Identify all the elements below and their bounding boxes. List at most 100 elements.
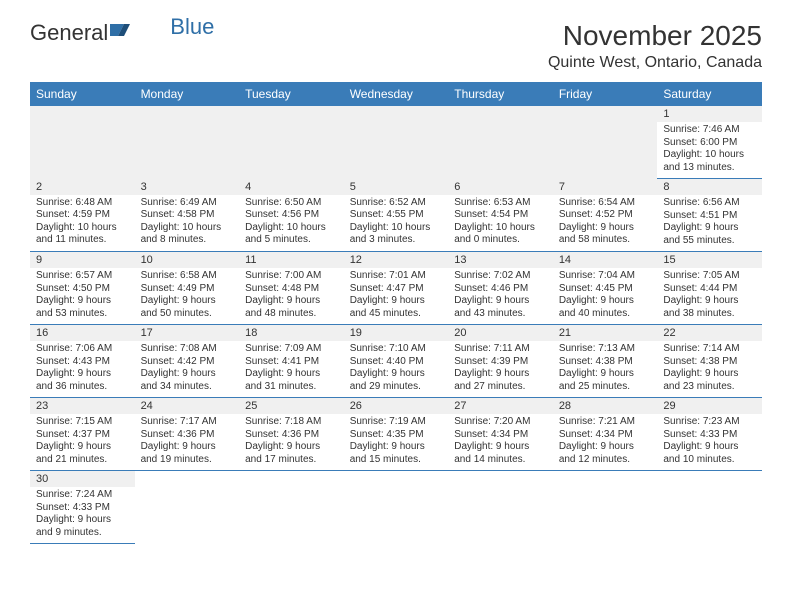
daylight-text: Daylight: 9 hours and 40 minutes. <box>559 295 652 320</box>
calendar-cell <box>135 471 240 544</box>
sunrise-text: Sunrise: 7:14 AM <box>663 343 756 356</box>
daylight-text: Daylight: 9 hours and 15 minutes. <box>350 441 443 466</box>
calendar-cell: 4Sunrise: 6:50 AMSunset: 4:56 PMDaylight… <box>239 179 344 252</box>
sunrise-text: Sunrise: 7:46 AM <box>663 124 756 137</box>
calendar-cell: 19Sunrise: 7:10 AMSunset: 4:40 PMDayligh… <box>344 325 449 398</box>
sunrise-text: Sunrise: 7:06 AM <box>36 343 129 356</box>
daylight-text: Daylight: 10 hours and 5 minutes. <box>245 222 338 247</box>
day-details: Sunrise: 7:21 AMSunset: 4:34 PMDaylight:… <box>553 414 658 470</box>
day-number: 24 <box>135 398 240 414</box>
day-number: 17 <box>135 325 240 341</box>
col-sunday: Sunday <box>30 82 135 106</box>
calendar-week-row: 23Sunrise: 7:15 AMSunset: 4:37 PMDayligh… <box>30 398 762 471</box>
day-number: 14 <box>553 252 658 268</box>
day-details: Sunrise: 6:53 AMSunset: 4:54 PMDaylight:… <box>448 195 553 251</box>
calendar-week-row: 16Sunrise: 7:06 AMSunset: 4:43 PMDayligh… <box>30 325 762 398</box>
calendar-cell <box>30 106 135 179</box>
daylight-text: Daylight: 9 hours and 58 minutes. <box>559 222 652 247</box>
sunrise-text: Sunrise: 6:48 AM <box>36 197 129 210</box>
sunset-text: Sunset: 4:54 PM <box>454 209 547 222</box>
calendar-cell <box>135 106 240 179</box>
daylight-text: Daylight: 9 hours and 36 minutes. <box>36 368 129 393</box>
sunrise-text: Sunrise: 7:21 AM <box>559 416 652 429</box>
day-number: 26 <box>344 398 449 414</box>
calendar-cell: 30Sunrise: 7:24 AMSunset: 4:33 PMDayligh… <box>30 471 135 544</box>
sunrise-text: Sunrise: 7:15 AM <box>36 416 129 429</box>
day-details: Sunrise: 7:01 AMSunset: 4:47 PMDaylight:… <box>344 268 449 324</box>
calendar-cell <box>448 106 553 179</box>
logo: General Blue <box>30 20 214 46</box>
calendar-cell: 5Sunrise: 6:52 AMSunset: 4:55 PMDaylight… <box>344 179 449 252</box>
calendar-body: 1Sunrise: 7:46 AMSunset: 6:00 PMDaylight… <box>30 106 762 544</box>
sunset-text: Sunset: 4:44 PM <box>663 283 756 296</box>
sunrise-text: Sunrise: 6:56 AM <box>663 197 756 210</box>
daylight-text: Daylight: 9 hours and 43 minutes. <box>454 295 547 320</box>
calendar-week-row: 9Sunrise: 6:57 AMSunset: 4:50 PMDaylight… <box>30 252 762 325</box>
day-number: 16 <box>30 325 135 341</box>
daylight-text: Daylight: 9 hours and 53 minutes. <box>36 295 129 320</box>
day-number: 19 <box>344 325 449 341</box>
day-number: 2 <box>30 179 135 195</box>
sunrise-text: Sunrise: 6:50 AM <box>245 197 338 210</box>
day-details: Sunrise: 7:09 AMSunset: 4:41 PMDaylight:… <box>239 341 344 397</box>
sunset-text: Sunset: 4:38 PM <box>559 356 652 369</box>
daylight-text: Daylight: 9 hours and 21 minutes. <box>36 441 129 466</box>
day-number: 12 <box>344 252 449 268</box>
calendar-cell <box>239 471 344 544</box>
day-number: 10 <box>135 252 240 268</box>
daylight-text: Daylight: 9 hours and 19 minutes. <box>141 441 234 466</box>
calendar-cell: 20Sunrise: 7:11 AMSunset: 4:39 PMDayligh… <box>448 325 553 398</box>
sunset-text: Sunset: 4:33 PM <box>663 429 756 442</box>
sunrise-text: Sunrise: 7:18 AM <box>245 416 338 429</box>
calendar-cell: 12Sunrise: 7:01 AMSunset: 4:47 PMDayligh… <box>344 252 449 325</box>
calendar-table: Sunday Monday Tuesday Wednesday Thursday… <box>30 82 762 544</box>
day-details: Sunrise: 6:48 AMSunset: 4:59 PMDaylight:… <box>30 195 135 251</box>
day-details: Sunrise: 7:11 AMSunset: 4:39 PMDaylight:… <box>448 341 553 397</box>
day-details: Sunrise: 7:05 AMSunset: 4:44 PMDaylight:… <box>657 268 762 324</box>
sunrise-text: Sunrise: 7:20 AM <box>454 416 547 429</box>
day-details: Sunrise: 7:04 AMSunset: 4:45 PMDaylight:… <box>553 268 658 324</box>
sunrise-text: Sunrise: 6:54 AM <box>559 197 652 210</box>
calendar-cell: 10Sunrise: 6:58 AMSunset: 4:49 PMDayligh… <box>135 252 240 325</box>
day-details: Sunrise: 7:17 AMSunset: 4:36 PMDaylight:… <box>135 414 240 470</box>
day-number: 15 <box>657 252 762 268</box>
sunrise-text: Sunrise: 7:23 AM <box>663 416 756 429</box>
day-details: Sunrise: 6:50 AMSunset: 4:56 PMDaylight:… <box>239 195 344 251</box>
calendar-cell: 18Sunrise: 7:09 AMSunset: 4:41 PMDayligh… <box>239 325 344 398</box>
calendar-week-row: 1Sunrise: 7:46 AMSunset: 6:00 PMDaylight… <box>30 106 762 179</box>
sunset-text: Sunset: 4:48 PM <box>245 283 338 296</box>
day-details: Sunrise: 6:58 AMSunset: 4:49 PMDaylight:… <box>135 268 240 324</box>
daylight-text: Daylight: 10 hours and 0 minutes. <box>454 222 547 247</box>
day-number: 22 <box>657 325 762 341</box>
daylight-text: Daylight: 9 hours and 12 minutes. <box>559 441 652 466</box>
daylight-text: Daylight: 9 hours and 25 minutes. <box>559 368 652 393</box>
daylight-text: Daylight: 9 hours and 55 minutes. <box>663 222 756 247</box>
calendar-cell: 23Sunrise: 7:15 AMSunset: 4:37 PMDayligh… <box>30 398 135 471</box>
daylight-text: Daylight: 9 hours and 48 minutes. <box>245 295 338 320</box>
calendar-cell: 21Sunrise: 7:13 AMSunset: 4:38 PMDayligh… <box>553 325 658 398</box>
day-details: Sunrise: 7:18 AMSunset: 4:36 PMDaylight:… <box>239 414 344 470</box>
day-number: 5 <box>344 179 449 195</box>
day-details: Sunrise: 7:02 AMSunset: 4:46 PMDaylight:… <box>448 268 553 324</box>
sunrise-text: Sunrise: 6:53 AM <box>454 197 547 210</box>
daylight-text: Daylight: 9 hours and 34 minutes. <box>141 368 234 393</box>
calendar-cell: 17Sunrise: 7:08 AMSunset: 4:42 PMDayligh… <box>135 325 240 398</box>
sunset-text: Sunset: 4:35 PM <box>350 429 443 442</box>
daylight-text: Daylight: 10 hours and 13 minutes. <box>663 149 756 174</box>
flag-icon <box>110 20 132 46</box>
sunset-text: Sunset: 4:49 PM <box>141 283 234 296</box>
daylight-text: Daylight: 9 hours and 29 minutes. <box>350 368 443 393</box>
day-number: 11 <box>239 252 344 268</box>
daylight-text: Daylight: 9 hours and 17 minutes. <box>245 441 338 466</box>
day-details: Sunrise: 7:20 AMSunset: 4:34 PMDaylight:… <box>448 414 553 470</box>
day-number: 25 <box>239 398 344 414</box>
day-details: Sunrise: 6:54 AMSunset: 4:52 PMDaylight:… <box>553 195 658 251</box>
col-thursday: Thursday <box>448 82 553 106</box>
day-details: Sunrise: 7:06 AMSunset: 4:43 PMDaylight:… <box>30 341 135 397</box>
calendar-cell: 24Sunrise: 7:17 AMSunset: 4:36 PMDayligh… <box>135 398 240 471</box>
day-number: 29 <box>657 398 762 414</box>
calendar-cell: 6Sunrise: 6:53 AMSunset: 4:54 PMDaylight… <box>448 179 553 252</box>
calendar-cell: 22Sunrise: 7:14 AMSunset: 4:38 PMDayligh… <box>657 325 762 398</box>
sunrise-text: Sunrise: 7:00 AM <box>245 270 338 283</box>
sunrise-text: Sunrise: 7:09 AM <box>245 343 338 356</box>
